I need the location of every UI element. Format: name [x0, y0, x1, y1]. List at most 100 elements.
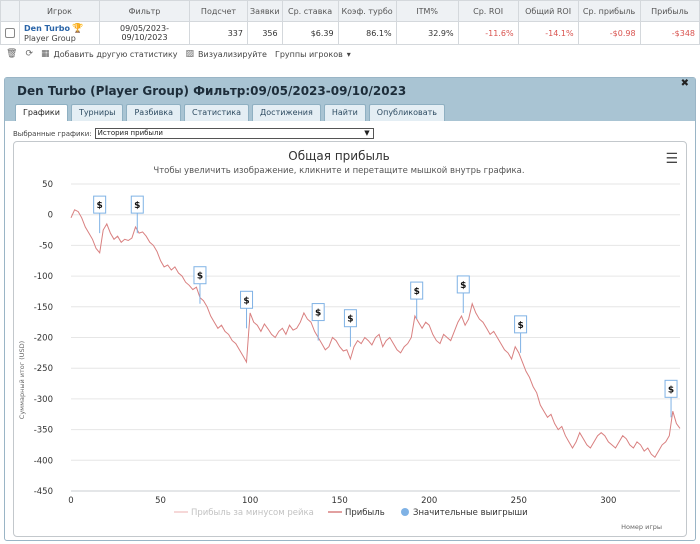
tab-breakdown[interactable]: Разбивка [126, 104, 182, 121]
header-player[interactable]: Игрок [19, 0, 100, 22]
entries-cell: 356 [247, 21, 283, 45]
x-tick-label: 0 [68, 496, 73, 506]
header-turbo-coef[interactable]: Коэф. турбо [337, 0, 397, 22]
tab-achievements[interactable]: Достижения [252, 104, 321, 121]
itm-cell: 32.9% [395, 21, 459, 45]
player-groups-label: Группы игроков [274, 49, 343, 59]
stats-header-row: Игрок Фильтр Подсчет Заявки Ср. ставка К… [0, 0, 700, 22]
player-cell: Den Turbo 🏆 Player Group [19, 21, 100, 45]
stats-table: Игрок Фильтр Подсчет Заявки Ср. ставка К… [0, 0, 700, 45]
svg-text:$: $ [668, 385, 674, 395]
y-tick-label: -100 [34, 272, 53, 282]
big-win-marker[interactable]: $ [130, 195, 144, 234]
big-win-marker[interactable]: $ [311, 303, 325, 341]
add-stats-button[interactable]: ▦ Добавить другую статистику [41, 49, 178, 59]
header-avg-profit[interactable]: Ср. прибыль [577, 0, 641, 22]
image-icon: ▨ [185, 49, 195, 59]
x-axis-ticks: 0 50 100 150 200 250 300 [68, 496, 616, 506]
header-count[interactable]: Подсчет [189, 0, 248, 22]
header-avg-roi[interactable]: Ср. ROI [457, 0, 519, 22]
y-tick-label: 0 [48, 211, 53, 221]
header-total-roi[interactable]: Общий ROI [517, 0, 579, 22]
turbo-coef-cell: 86.1% [337, 21, 397, 45]
svg-text:$: $ [517, 321, 523, 331]
chart-select[interactable]: История прибыли ▼ [94, 128, 374, 139]
tab-publish[interactable]: Опубликовать [368, 104, 446, 121]
trophy-icon: 🏆 [72, 23, 84, 34]
panel-tabs: Графики Турниры Разбивка Статистика Дост… [15, 104, 446, 121]
profit-cell: -$348 [639, 21, 700, 45]
profit-line [70, 209, 681, 458]
avg-roi-cell: -11.6% [457, 21, 519, 45]
chart-grid [71, 183, 680, 492]
header-avg-stake[interactable]: Ср. ставка [281, 0, 339, 22]
visualize-button[interactable]: ▨ Визуализируйте [186, 49, 267, 59]
y-tick-label: -400 [34, 456, 53, 466]
player-group-label: Player Group [24, 33, 76, 43]
big-win-marker[interactable]: $ [93, 195, 107, 234]
header-checkbox-col [0, 0, 20, 22]
player-groups-dropdown[interactable]: Группы игроков ▾ [275, 50, 351, 59]
header-filter[interactable]: Фильтр [99, 0, 190, 22]
tab-charts[interactable]: Графики [15, 104, 68, 121]
svg-text:$: $ [347, 315, 353, 325]
y-tick-label: -200 [34, 334, 53, 344]
legend-profit[interactable]: Прибыль [345, 508, 385, 518]
refresh-icon[interactable]: ⟳ [25, 49, 33, 59]
filter-cell: 09/05/2023- 09/10/2023 [99, 21, 190, 45]
hamburger-menu-icon[interactable]: ☰ [665, 151, 678, 167]
avg-profit-cell: -$0.98 [577, 21, 641, 45]
y-tick-label: -50 [39, 241, 53, 251]
row-checkbox[interactable] [5, 28, 15, 38]
count-cell: 337 [189, 21, 248, 45]
tab-find[interactable]: Найти [323, 104, 366, 121]
x-axis-label: Номер игры [621, 523, 662, 531]
svg-text:$: $ [197, 272, 203, 282]
big-wins-markers: $ $ $ $ $ $ $ $ $ $ [93, 195, 678, 418]
tab-tournaments[interactable]: Турниры [70, 104, 124, 121]
legend-bigwins[interactable]: Значительные выигрыши [413, 508, 528, 518]
y-axis-ticks: 50 0 -50 -100 -150 -200 -250 -300 -350 -400 -450 [34, 180, 53, 497]
big-win-marker[interactable]: $ [664, 379, 678, 418]
player-name-link[interactable]: Den Turbo [24, 23, 70, 33]
x-tick-label: 150 [332, 496, 348, 506]
big-win-marker[interactable]: $ [410, 281, 424, 320]
x-tick-label: 100 [242, 496, 258, 506]
header-entries[interactable]: Заявки [247, 0, 283, 22]
big-win-marker[interactable]: $ [343, 309, 357, 347]
tab-statistics[interactable]: Статистика [184, 104, 250, 121]
chart-title: Общая прибыль [288, 149, 389, 163]
chart-select-label: Выбранные графики: [13, 129, 92, 138]
trash-icon[interactable]: 🗑 [6, 49, 18, 59]
add-stats-label: Добавить другую статистику [53, 49, 178, 59]
legend-rakeless[interactable]: Прибыль за минусом рейка [191, 508, 314, 518]
header-profit[interactable]: Прибыль [639, 0, 700, 22]
chart-legend: Прибыль за минусом рейка Прибыль Значите… [174, 508, 528, 518]
chevron-down-icon: ▼ [364, 129, 370, 137]
svg-text:$: $ [414, 287, 420, 297]
table-toolbar: 🗑 ⟳ ▦ Добавить другую статистику ▨ Визуали… [6, 46, 351, 62]
x-tick-label: 50 [155, 496, 166, 506]
table-icon: ▦ [40, 49, 50, 59]
profit-chart[interactable]: 50 0 -50 -100 -150 -200 -250 -300 -350 -400 -450 0… [14, 142, 686, 536]
svg-text:$: $ [134, 201, 140, 211]
y-tick-label: -450 [34, 487, 53, 497]
chart-panel: Den Turbo (Player Group) Фильтр:09/05/20… [4, 77, 696, 541]
y-tick-label: -150 [34, 303, 53, 313]
big-win-marker[interactable]: $ [240, 290, 254, 329]
y-axis-label: Суммарный итог (USD) [18, 341, 26, 419]
big-win-marker[interactable]: $ [514, 315, 528, 353]
x-tick-label: 300 [600, 496, 616, 506]
table-row: Den Turbo 🏆 Player Group 09/05/2023- 09/1… [0, 21, 700, 45]
svg-text:$: $ [97, 201, 103, 211]
chart-container[interactable]: ☰ 50 0 -50 -100 -150 -200 -250 -300 -350 -400 -450… [13, 141, 687, 537]
y-tick-label: -300 [34, 395, 53, 405]
header-itm[interactable]: ITM% [395, 0, 459, 22]
big-win-marker[interactable]: $ [193, 266, 207, 304]
visualize-label: Визуализируйте [198, 49, 267, 59]
close-icon[interactable]: ✖ [680, 78, 689, 89]
y-tick-label: 50 [42, 180, 53, 190]
x-tick-label: 200 [421, 496, 437, 506]
big-win-marker[interactable]: $ [456, 275, 470, 313]
